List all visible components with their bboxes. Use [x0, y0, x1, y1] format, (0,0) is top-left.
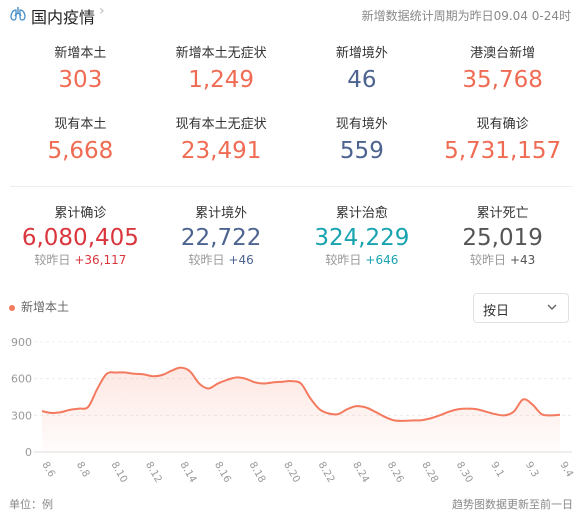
stat-label: 港澳台新增	[470, 46, 536, 61]
x-tick-label: 8.12	[143, 460, 164, 485]
stat-cumulative-cured: 累计治愈 324,229 较昨日 +646	[292, 206, 433, 267]
stat-current-local: 现有本土 5,668	[10, 117, 151, 165]
stat-label: 新增本土	[54, 46, 107, 61]
stat-label: 现有确诊	[476, 117, 529, 132]
stat-value: 25,019	[462, 225, 543, 251]
stat-label: 累计确诊	[54, 206, 107, 221]
x-tick-label: 8.10	[108, 460, 129, 485]
lungs-icon	[10, 7, 26, 21]
stat-label: 现有本土	[54, 117, 107, 132]
stat-value: 46	[347, 67, 377, 93]
y-tick-label: 300	[11, 409, 32, 422]
x-tick-label: 8.24	[350, 460, 371, 485]
x-tick-label: 8.22	[316, 460, 337, 485]
compare-label: 较昨日	[188, 253, 225, 267]
stat-label: 累计境外	[195, 206, 248, 221]
stat-label: 新增本土无症状	[175, 46, 267, 61]
area-fill	[42, 367, 560, 452]
y-tick-label: 600	[11, 373, 32, 386]
stat-compare: 较昨日 +43	[432, 253, 573, 267]
page-title[interactable]: 国内疫情	[31, 8, 96, 27]
stat-current-imported: 现有境外 559	[292, 117, 433, 165]
compare-label: 较昨日	[469, 253, 506, 267]
stat-compare: 较昨日 +646	[292, 253, 433, 267]
stat-cumulative-deaths: 累计死亡 25,019 较昨日 +43	[432, 206, 573, 267]
compare-delta: +43	[509, 253, 536, 267]
stat-label: 现有境外	[335, 117, 388, 132]
x-tick-label: 8.26	[385, 460, 406, 485]
chevron-right-icon[interactable]: ›	[99, 3, 105, 19]
stat-value: 303	[58, 67, 103, 93]
x-tick-label: 9.1	[488, 460, 505, 479]
y-tick-label: 0	[25, 446, 32, 459]
compare-label: 较昨日	[34, 253, 71, 267]
stat-value: 22,722	[180, 225, 262, 251]
unit-label: 单位：例	[9, 498, 53, 511]
x-tick-label: 9.4	[557, 460, 574, 479]
stat-value: 5,668	[47, 138, 114, 164]
period-select[interactable]: 按日	[473, 293, 569, 323]
x-tick-label: 8.8	[74, 460, 91, 479]
series-line	[41, 366, 561, 422]
data-period-note: 新增数据统计周期为昨日09.04 0-24时	[361, 9, 571, 23]
stat-label: 现有本土无症状	[175, 117, 267, 132]
compare-delta: +36,117	[74, 253, 127, 267]
legend-dot-icon	[9, 304, 15, 311]
x-tick-label: 8.6	[39, 460, 56, 479]
chart-legend[interactable]: 新增本土	[9, 298, 69, 315]
x-tick-label: 8.16	[212, 460, 233, 485]
stat-new-hk-macao-taiwan: 港澳台新增 35,768	[432, 46, 573, 94]
stat-value: 559	[339, 138, 384, 164]
stat-value: 1,249	[188, 67, 255, 93]
stat-compare: 较昨日 +46	[151, 253, 292, 267]
legend-label: 新增本土	[21, 300, 70, 314]
stats-row-cumulative: 累计确诊 6,080,405 较昨日 +36,117 累计境外 22,722 较昨…	[10, 206, 573, 267]
x-tick-label: 9.3	[523, 460, 540, 479]
stat-cumulative-imported: 累计境外 22,722 较昨日 +46	[151, 206, 292, 267]
period-select-value: 按日	[483, 304, 510, 319]
stat-value: 23,491	[180, 138, 262, 164]
stat-cumulative-confirmed: 累计确诊 6,080,405 较昨日 +36,117	[10, 206, 151, 267]
stat-current-confirmed: 现有确诊 5,731,157	[432, 117, 573, 165]
stat-value: 35,768	[462, 67, 543, 93]
x-tick-label: 8.20	[281, 460, 302, 485]
stat-value: 5,731,157	[444, 138, 562, 164]
stat-label: 累计治愈	[335, 206, 388, 221]
chevron-down-icon	[547, 304, 557, 310]
stat-value: 324,229	[314, 225, 410, 251]
compare-delta: +46	[228, 253, 254, 267]
x-tick-label: 8.14	[178, 460, 199, 485]
y-tick-label: 900	[11, 336, 32, 349]
stat-current-local-asymptomatic: 现有本土无症状 23,491	[151, 117, 292, 165]
stats-row-new: 新增本土 303 新增本土无症状 1,249 新增境外 46 港澳台新增 35,…	[10, 46, 573, 94]
stat-new-local-asymptomatic: 新增本土无症状 1,249	[151, 46, 292, 94]
divider	[10, 186, 573, 187]
stat-compare: 较昨日 +36,117	[10, 253, 151, 267]
stat-new-imported: 新增境外 46	[292, 46, 433, 94]
trend-chart: 0 300 600 900 8.6 8.8 8.10 8.12 8.14 8.16 8.18 8.2…	[11, 336, 575, 485]
header: 国内疫情 › 新增数据统计周期为昨日09.04 0-24时	[0, 0, 583, 30]
stat-label: 新增境外	[335, 46, 388, 61]
stat-label: 累计死亡	[476, 206, 529, 221]
compare-delta: +646	[365, 253, 399, 267]
footer-note: 趋势图数据更新至前一日	[452, 498, 573, 511]
stats-row-current: 现有本土 5,668 现有本土无症状 23,491 现有境外 559 现有确诊 …	[10, 117, 573, 165]
stat-value: 6,080,405	[21, 225, 139, 251]
x-tick-label: 8.18	[247, 460, 268, 485]
x-tick-label: 8.28	[419, 460, 440, 485]
stat-new-local: 新增本土 303	[10, 46, 151, 94]
compare-label: 较昨日	[325, 253, 362, 267]
x-tick-label: 8.30	[454, 460, 475, 485]
